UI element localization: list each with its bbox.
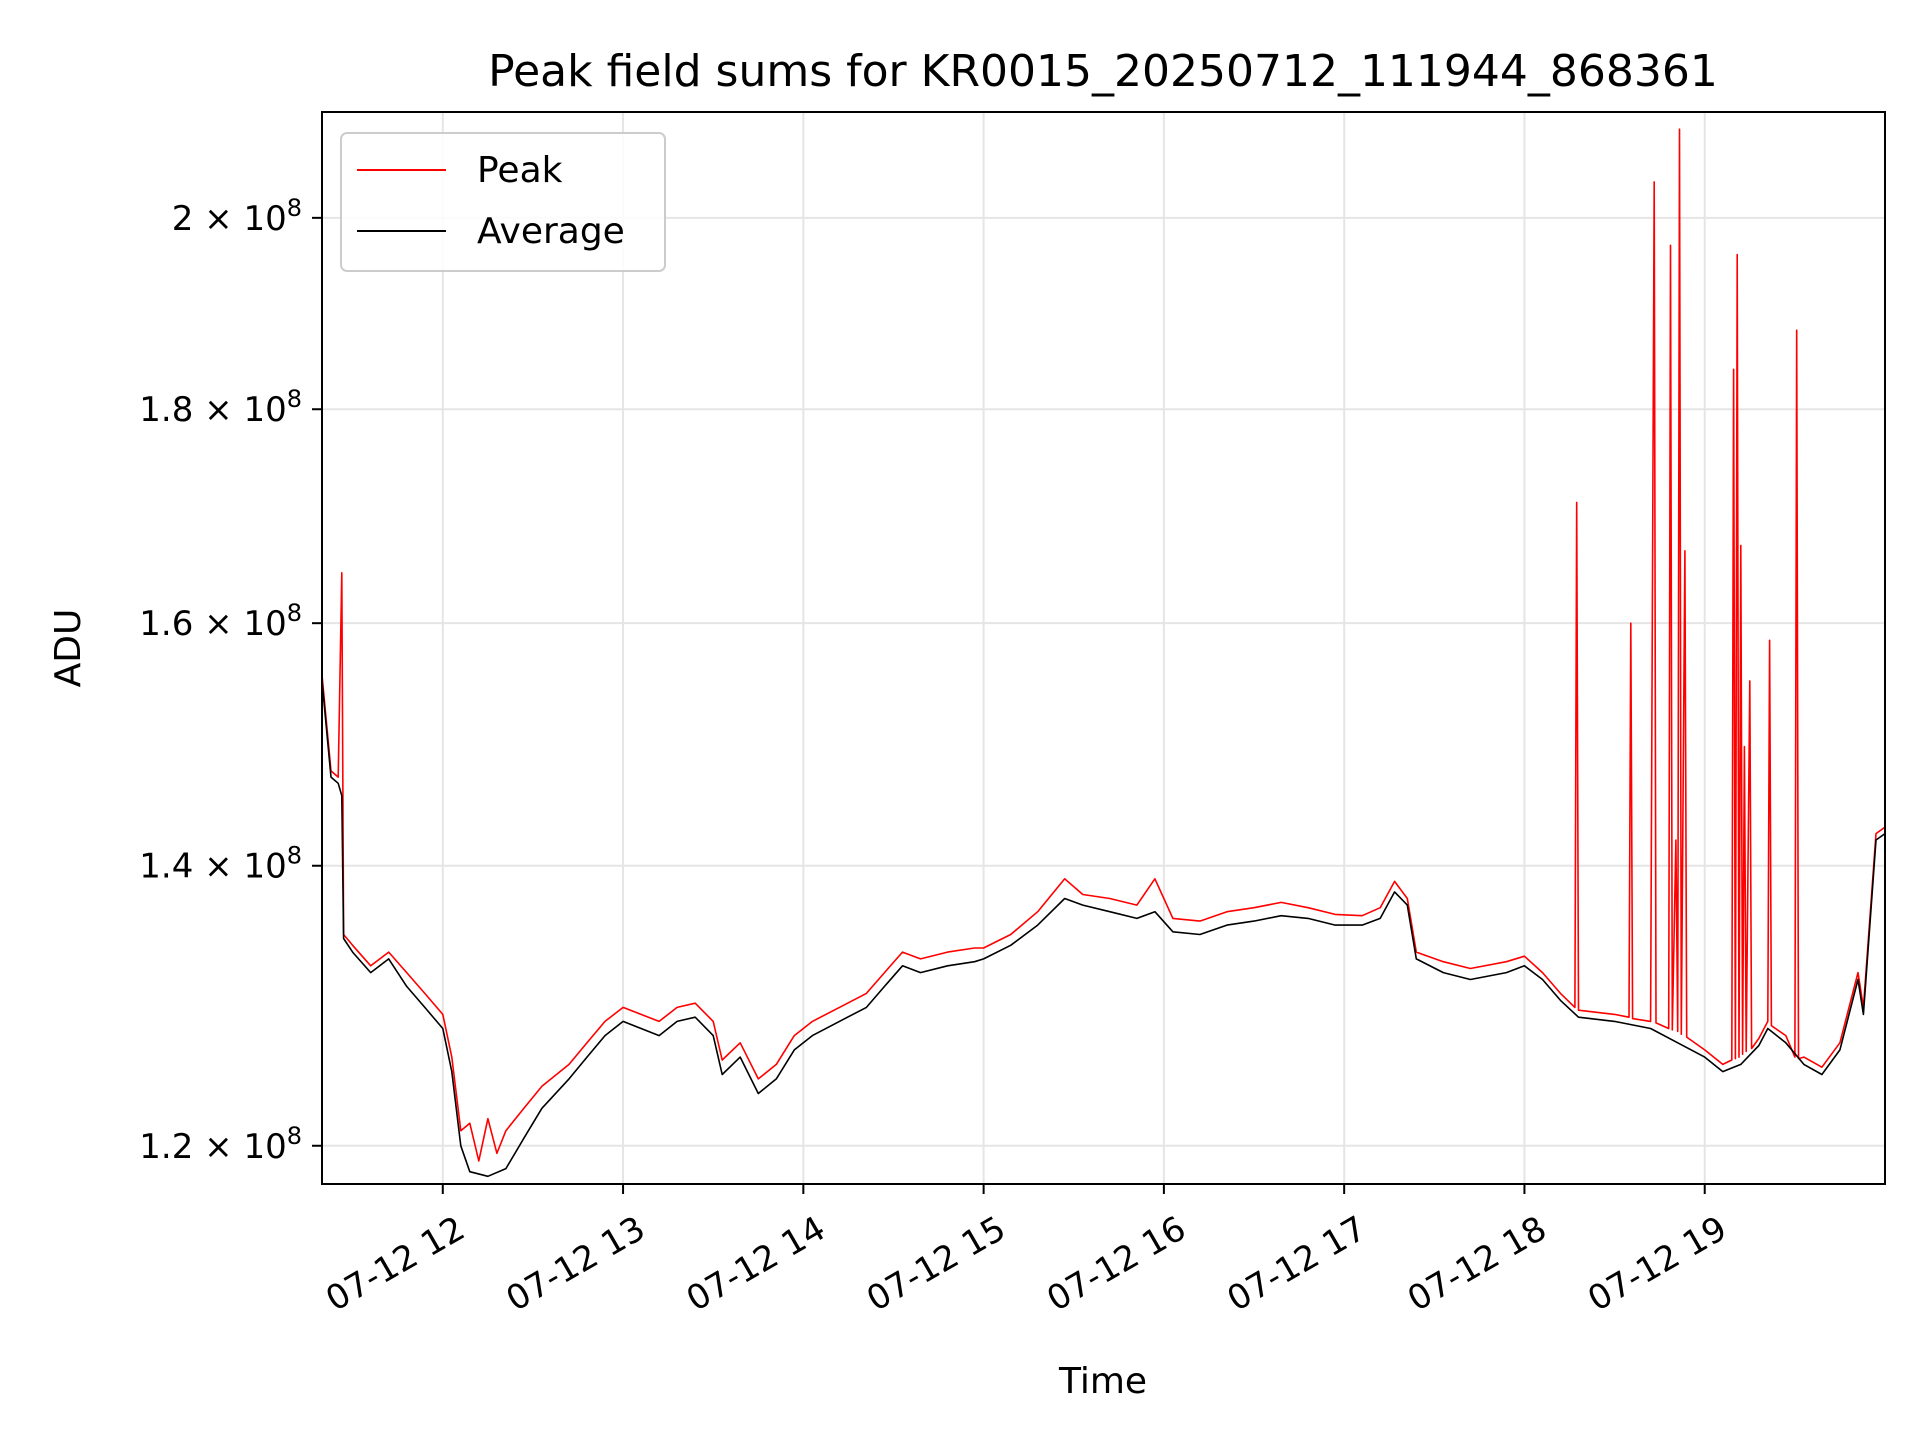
series-layer: [322, 128, 1885, 1178]
legend: Peak Average: [340, 132, 666, 272]
grid-layer: [322, 112, 1885, 1184]
plot-frame: [321, 111, 1886, 1185]
legend-box: [340, 132, 666, 272]
series-line-average: [322, 680, 1885, 1178]
legend-label-peak: Peak: [477, 150, 563, 191]
y-axis-label: ADU: [48, 609, 89, 688]
y-tick-label: 1.6 × 108: [139, 599, 302, 644]
y-tick-label: 1.8 × 108: [139, 385, 302, 430]
y-tick-label: 2 × 108: [172, 194, 302, 239]
y-tick-label: 1.4 × 108: [139, 842, 302, 887]
chart-title: Peak field sums for KR0015_20250712_1119…: [488, 46, 1718, 97]
y-tick-label: 1.2 × 108: [139, 1122, 302, 1167]
x-axis-label: Time: [1058, 1361, 1147, 1402]
legend-label-average: Average: [477, 211, 625, 252]
series-line-peak: [322, 128, 1885, 1162]
